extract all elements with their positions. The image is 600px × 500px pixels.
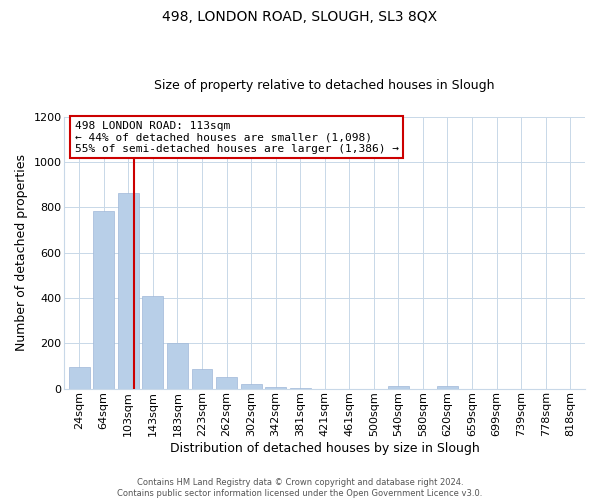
Y-axis label: Number of detached properties: Number of detached properties <box>15 154 28 351</box>
Bar <box>69 367 89 388</box>
Text: Contains HM Land Registry data © Crown copyright and database right 2024.
Contai: Contains HM Land Registry data © Crown c… <box>118 478 482 498</box>
Bar <box>167 343 188 388</box>
Bar <box>241 384 262 388</box>
Bar <box>388 386 409 388</box>
Bar <box>191 370 212 388</box>
Bar <box>142 296 163 388</box>
X-axis label: Distribution of detached houses by size in Slough: Distribution of detached houses by size … <box>170 442 479 455</box>
Title: Size of property relative to detached houses in Slough: Size of property relative to detached ho… <box>154 79 495 92</box>
Bar <box>265 386 286 388</box>
Bar <box>216 377 237 388</box>
Text: 498, LONDON ROAD, SLOUGH, SL3 8QX: 498, LONDON ROAD, SLOUGH, SL3 8QX <box>163 10 437 24</box>
Text: 498 LONDON ROAD: 113sqm
← 44% of detached houses are smaller (1,098)
55% of semi: 498 LONDON ROAD: 113sqm ← 44% of detache… <box>75 121 399 154</box>
Bar <box>437 386 458 388</box>
Bar <box>118 192 139 388</box>
Bar <box>94 211 114 388</box>
